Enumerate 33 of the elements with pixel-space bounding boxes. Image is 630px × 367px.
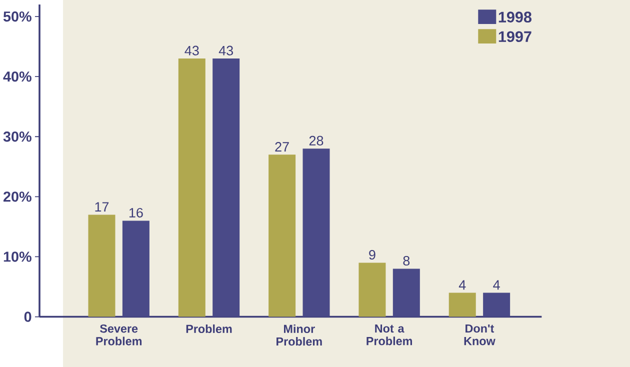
x-tick-label: Not a Problem (366, 324, 412, 346)
bar (302, 148, 330, 317)
legend-label: 1997 (498, 31, 532, 42)
bar (392, 268, 420, 317)
bar (268, 154, 296, 317)
y-tick-label: 20% (4, 192, 32, 202)
data-label: 43 (184, 46, 199, 56)
x-tick-label: Don't Know (464, 324, 496, 346)
bar (212, 58, 240, 317)
data-label: 28 (309, 136, 324, 146)
data-label: 17 (95, 202, 109, 212)
data-label: 8 (403, 256, 410, 266)
x-tick-label: Problem (186, 324, 232, 333)
x-tick-label: Severe Problem (96, 324, 142, 346)
y-tick-label: 30% (3, 131, 32, 142)
legend-label: 1998 (498, 12, 532, 22)
data-label: 43 (218, 46, 234, 56)
data-label: 9 (369, 250, 376, 260)
bar (358, 262, 386, 317)
bar (178, 58, 206, 317)
y-tick-label: 50% (3, 11, 32, 22)
bar (448, 292, 476, 317)
data-label: 27 (275, 142, 289, 152)
x-tick-label: Minor Problem (276, 324, 322, 346)
y-tick-label: 10% (4, 252, 32, 262)
data-label: 4 (458, 280, 466, 290)
bar (483, 292, 510, 317)
data-label: 4 (493, 280, 500, 290)
y-tick-label: 0 (24, 312, 32, 322)
y-tick-label: 40% (3, 71, 32, 82)
bar (88, 214, 116, 317)
data-label: 16 (129, 208, 143, 218)
bar (122, 220, 150, 317)
